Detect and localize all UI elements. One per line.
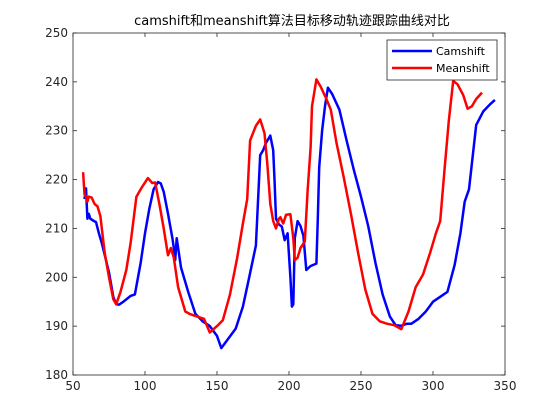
x-tick-label: 250 [350,379,373,393]
x-tick-label: 350 [494,379,517,393]
chart-title: camshift和meanshift算法目标移动轨迹跟踪曲线对比 [134,14,450,29]
series-line-meanshift [81,78,483,334]
y-tick-label: 200 [45,270,68,284]
y-tick-label: 240 [45,75,68,89]
y-axis: 180 190 200 210 220 230 240 250 [45,26,505,382]
legend-label-meanshift: Meanshift [436,62,490,75]
y-tick-label: 190 [45,319,68,333]
series-lines [81,78,496,350]
y-tick-label: 230 [45,124,68,138]
y-tick-label: 210 [45,221,68,235]
x-tick-label: 100 [134,379,157,393]
legend-box [386,39,498,81]
x-axis: 50 100 150 200 250 300 350 [65,33,516,393]
legend-label-camshift: Camshift [436,45,486,58]
y-tick-label: 250 [45,26,68,40]
y-tick-label: 180 [45,368,68,382]
y-tick-label: 220 [45,173,68,187]
x-tick-label: 200 [278,379,301,393]
x-tick-label: 300 [422,379,445,393]
legend: Camshift Meanshift [386,39,498,81]
plot-area [72,32,506,376]
x-tick-label: 50 [65,379,80,393]
series-line-camshift [83,86,496,350]
x-tick-label: 150 [206,379,229,393]
